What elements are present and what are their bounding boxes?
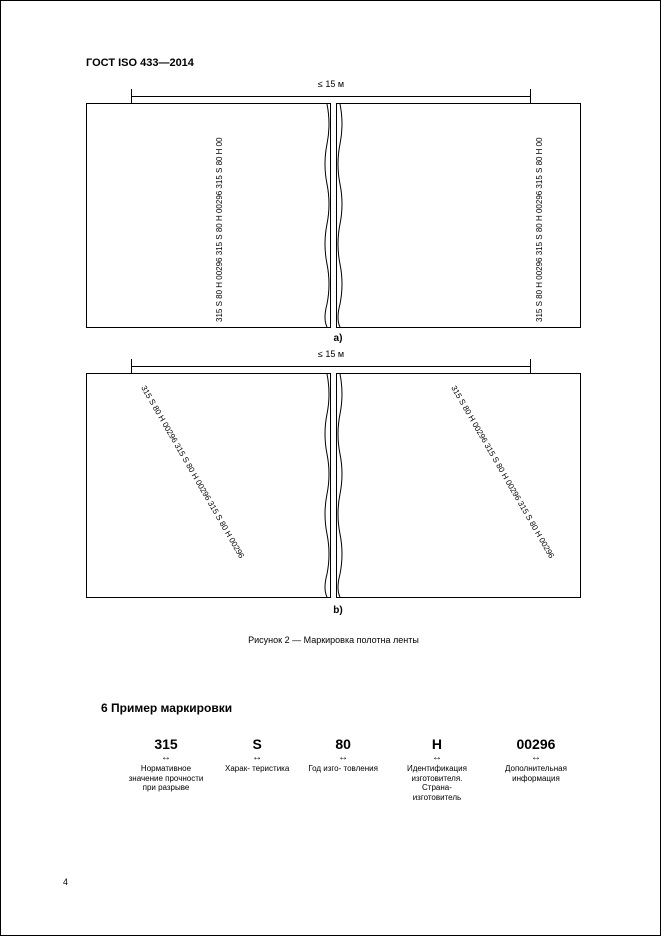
marking-col-1: S ↔ Харак- теристика — [225, 736, 289, 802]
doc-header: ГОСТ ISO 433—2014 — [86, 57, 194, 69]
dimension-a: ≤ 15 м — [131, 89, 531, 103]
marking-big-2: 80 — [335, 736, 351, 752]
marking-example: 315 ↔ Нормативное значение прочности при… — [126, 736, 576, 802]
arrow-icon: ↔ — [161, 754, 171, 762]
dim-b-label: ≤ 15 м — [131, 349, 531, 359]
marking-big-1: S — [252, 736, 261, 752]
panel-a-right: 315 S 80 H 00296 315 S 80 H 00296 315 S … — [336, 103, 581, 328]
wavy-edge-icon — [323, 104, 331, 327]
fig-a-label: a) — [323, 333, 353, 344]
marking-col-4: 00296 ↔ Дополнительная информация — [496, 736, 576, 802]
panel-b-right-text: 315 S 80 H 00296 315 S 80 H 00296 315 S … — [449, 384, 556, 560]
marking-desc-3: Идентификация изготовителя. Страна- изго… — [397, 764, 477, 802]
arrow-icon: ↔ — [432, 754, 442, 762]
marking-big-3: H — [432, 736, 442, 752]
wavy-edge-icon — [323, 374, 331, 597]
dim-b-tick-right — [530, 359, 531, 373]
marking-big-4: 00296 — [516, 736, 555, 752]
arrow-icon: ↔ — [338, 754, 348, 762]
dim-a-tick-left — [131, 89, 132, 103]
arrow-icon: ↔ — [531, 754, 541, 762]
wavy-edge-icon — [336, 374, 344, 597]
dim-a-line — [131, 96, 531, 97]
wavy-edge-icon — [336, 104, 344, 327]
figure-caption: Рисунок 2 — Маркировка полотна ленты — [86, 635, 581, 645]
marking-big-0: 315 — [154, 736, 177, 752]
arrow-icon: ↔ — [252, 754, 262, 762]
marking-col-3: H ↔ Идентификация изготовителя. Страна- … — [397, 736, 477, 802]
panel-a-right-text: 315 S 80 H 00296 315 S 80 H 00296 315 S … — [535, 137, 544, 322]
dim-b-tick-left — [131, 359, 132, 373]
panel-b-left-text: 315 S 80 H 00296 315 S 80 H 00296 315 S … — [139, 384, 246, 560]
fig-b-label: b) — [323, 605, 353, 616]
marking-desc-2: Год изго- товления — [308, 764, 378, 774]
page: ГОСТ ISO 433—2014 ≤ 15 м 315 S 80 H 0029… — [0, 0, 661, 936]
dim-a-tick-right — [530, 89, 531, 103]
panel-b-left: 315 S 80 H 00296 315 S 80 H 00296 315 S … — [86, 373, 331, 598]
dim-b-line — [131, 366, 531, 367]
panel-b-right: 315 S 80 H 00296 315 S 80 H 00296 315 S … — [336, 373, 581, 598]
marking-col-2: 80 ↔ Год изго- товления — [308, 736, 378, 802]
section-6-title: 6 Пример маркировки — [101, 701, 232, 715]
panel-a-left: 315 S 80 H 00296 315 S 80 H 00296 315 S … — [86, 103, 331, 328]
marking-desc-1: Харак- теристика — [225, 764, 289, 774]
marking-col-0: 315 ↔ Нормативное значение прочности при… — [126, 736, 206, 802]
dim-a-label: ≤ 15 м — [131, 79, 531, 89]
dimension-b: ≤ 15 м — [131, 359, 531, 373]
page-number: 4 — [63, 877, 68, 887]
panel-a-left-text: 315 S 80 H 00296 315 S 80 H 00296 315 S … — [215, 137, 224, 322]
marking-desc-4: Дополнительная информация — [496, 764, 576, 783]
marking-desc-0: Нормативное значение прочности при разры… — [126, 764, 206, 793]
